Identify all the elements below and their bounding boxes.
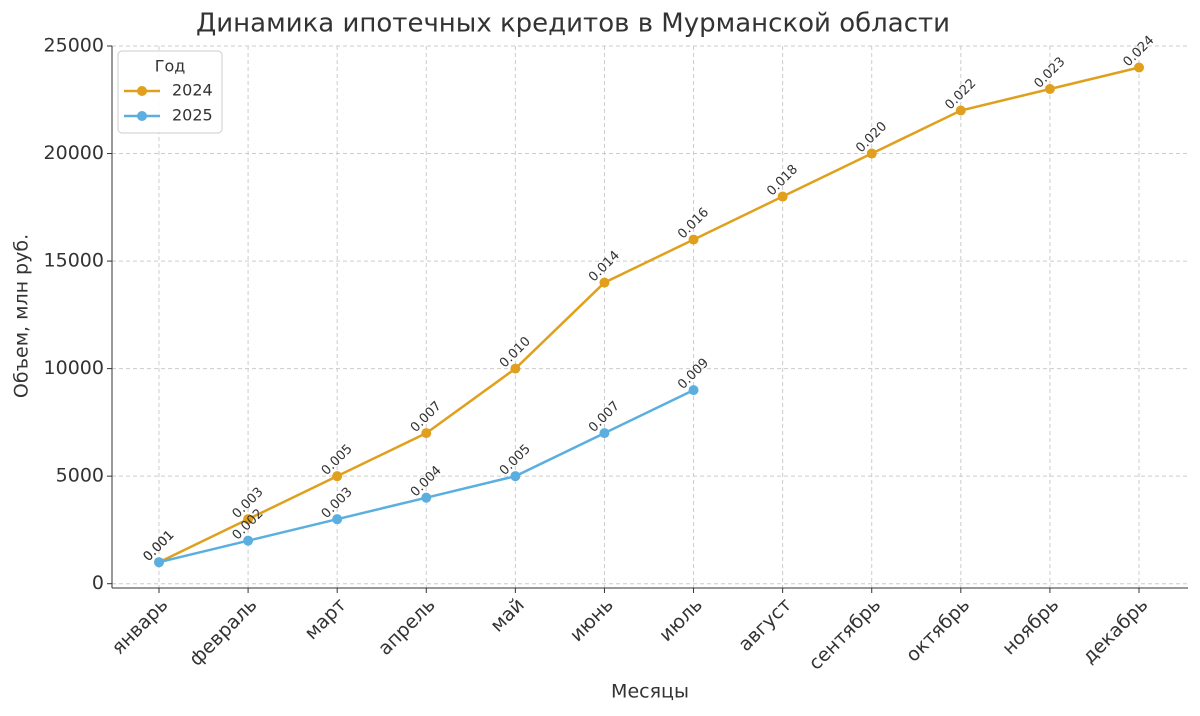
legend-label: 2025 (172, 106, 213, 125)
y-tick-label: 0 (92, 572, 104, 594)
point (510, 471, 521, 482)
legend-marker (137, 86, 147, 96)
point (421, 492, 432, 503)
x-tick-label: июнь (566, 594, 618, 646)
point (599, 428, 610, 439)
x-tick-label: октябрь (902, 594, 975, 667)
y-tick-label: 20000 (44, 142, 104, 164)
y-tick-label: 5000 (56, 465, 104, 487)
point (421, 428, 432, 439)
x-tick-label: сентябрь (805, 594, 886, 675)
point (332, 471, 343, 482)
y-tick-label: 10000 (44, 357, 104, 379)
point (688, 234, 699, 245)
x-tick-label: май (486, 594, 529, 637)
point (154, 557, 164, 568)
x-tick-label: ноябрь (998, 594, 1063, 659)
y-tick-label: 15000 (44, 250, 104, 272)
point (332, 514, 343, 525)
x-axis-label: Месяцы (611, 681, 689, 703)
point (866, 148, 877, 159)
point (1044, 84, 1055, 95)
y-tick-label: 25000 (44, 35, 104, 57)
x-tick-label: август (734, 594, 796, 656)
x-tick-label: февраль (185, 594, 262, 671)
x-tick-label: январь (107, 594, 172, 659)
legend-title: Год (155, 57, 186, 76)
x-tick-label: март (300, 594, 350, 644)
legend-marker (137, 111, 147, 121)
point (243, 514, 254, 525)
chart-title: Динамика ипотечных кредитов в Мурманской… (196, 9, 950, 39)
x-tick-label: июль (655, 594, 707, 646)
x-tick-label: декабрь (1078, 594, 1152, 668)
point (243, 535, 254, 546)
series-line (158, 66, 1140, 564)
x-tick-label: апрель (374, 594, 440, 660)
legend-label: 2024 (172, 81, 213, 100)
y-axis-label: Объем, млн руб. (11, 234, 33, 398)
point (777, 191, 788, 202)
point (510, 363, 521, 374)
point (599, 277, 610, 288)
point (688, 385, 699, 396)
point (955, 105, 966, 116)
point (1134, 62, 1144, 73)
legend: Год 2024 2025 (117, 50, 223, 134)
